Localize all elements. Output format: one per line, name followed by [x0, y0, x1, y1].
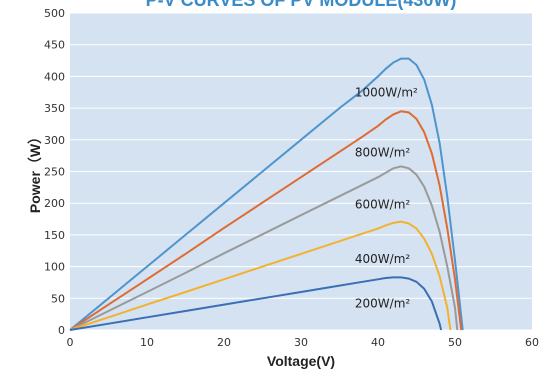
curves — [69, 57, 464, 331]
y-tick-label: 200 — [44, 197, 65, 210]
y-tick-label: 50 — [51, 292, 65, 305]
series-line — [69, 276, 443, 331]
x-tick-label: 10 — [140, 336, 154, 349]
y-tick-label: 0 — [58, 324, 65, 337]
x-tick-label: 30 — [294, 336, 308, 349]
y-tick-label: 250 — [44, 166, 65, 179]
tick-labels: 0 50 100 150 200 250 300 350 400 450 500 0 10 20 30 40 5… — [44, 7, 539, 349]
y-tick-label: 500 — [44, 7, 65, 20]
y-tick-label: 150 — [44, 229, 65, 242]
y-tick-label: 400 — [44, 70, 65, 83]
x-tick-label: 60 — [525, 336, 539, 349]
x-tick-label: 0 — [67, 336, 74, 349]
y-axis-title: Power（W） — [27, 130, 43, 213]
x-tick-label: 50 — [448, 336, 462, 349]
chart-title: P-V CURVES OF PV MODULE(430W) — [146, 0, 457, 10]
y-tick-label: 300 — [44, 134, 65, 147]
curve-label: 400W/m² — [355, 252, 411, 266]
y-tick-label: 450 — [44, 39, 65, 52]
curve-label: 600W/m² — [355, 197, 411, 211]
y-tick-label: 100 — [44, 261, 65, 274]
curve-labels: 1000W/m² 800W/m² 600W/m² 400W/m² 200W/m² — [355, 85, 418, 310]
series-line — [69, 165, 459, 331]
series-line — [69, 110, 463, 331]
curve-label: 800W/m² — [355, 145, 411, 159]
x-tick-label: 40 — [371, 336, 385, 349]
x-axis-title: Voltage(V) — [267, 353, 335, 369]
x-tick-label: 20 — [217, 336, 231, 349]
y-tick-label: 350 — [44, 102, 65, 115]
curve-label: 1000W/m² — [355, 85, 418, 99]
series-line — [69, 220, 452, 331]
curve-label: 200W/m² — [355, 296, 411, 310]
series-line — [69, 57, 464, 331]
